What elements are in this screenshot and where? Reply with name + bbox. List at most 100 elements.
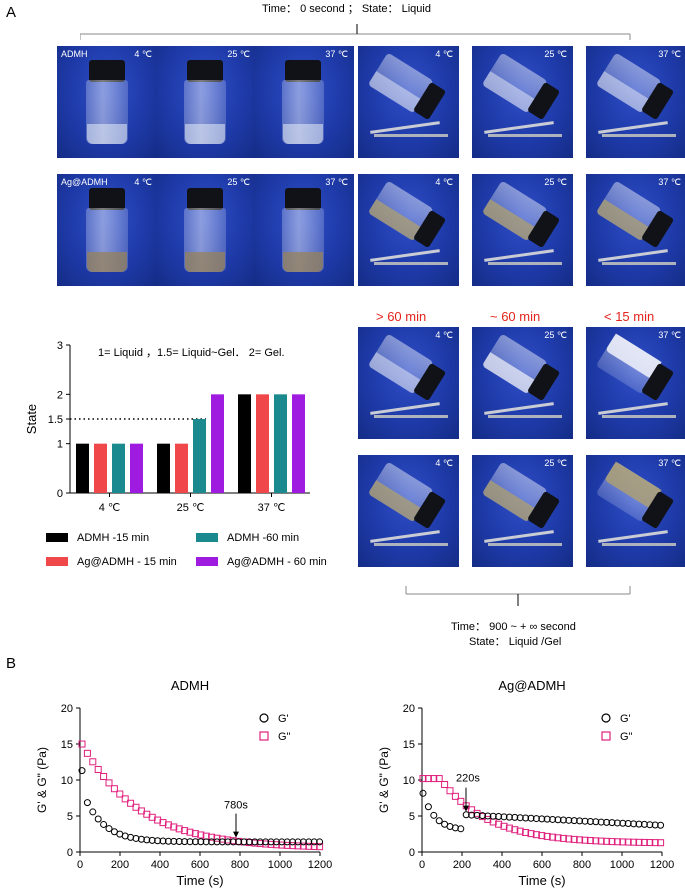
data-point [294, 838, 302, 846]
x-tick-label: 800 [573, 859, 591, 871]
data-point [132, 834, 140, 842]
photo-admh-4c: ADMH 4 ℃ [57, 46, 158, 158]
y-tick-label: 10 [61, 775, 73, 787]
data-point [159, 819, 167, 827]
data-point [586, 837, 594, 845]
x-tick-label: 1200 [650, 859, 674, 871]
x-axis-label: Time (s) [518, 873, 565, 888]
chart-annotation: 1= Liquid ，1.5= Liquid~Gel． 2= Gel. [98, 347, 285, 359]
data-point [511, 813, 519, 821]
bar [157, 443, 170, 493]
data-point [451, 792, 459, 800]
temp-label: 37 ℃ [325, 177, 348, 187]
data-point [532, 831, 540, 839]
data-point [619, 819, 627, 827]
data-point [235, 838, 243, 846]
legend-label: G" [620, 731, 633, 743]
data-point [457, 825, 465, 833]
data-point [581, 817, 589, 825]
x-tick-label: 1000 [610, 859, 634, 871]
data-point [619, 838, 627, 846]
data-point [527, 830, 535, 838]
temp-label: 25 ℃ [544, 177, 567, 187]
bar [238, 394, 251, 493]
data-point [251, 838, 259, 846]
data-point [181, 838, 189, 846]
x-tick-label: 4 ℃ [99, 502, 121, 514]
data-point [83, 749, 91, 757]
data-point [213, 838, 221, 846]
data-point [175, 825, 183, 833]
bar [76, 443, 89, 493]
data-point [424, 803, 432, 811]
y-tick-label: 5 [67, 811, 73, 823]
data-point [646, 821, 654, 829]
data-point [229, 838, 237, 846]
bottom-caption-line1: Time： 900 ~ + ∞ second [451, 621, 576, 633]
data-point [294, 842, 302, 850]
photo-admh-37c: 37 ℃ [253, 46, 354, 158]
data-point [554, 816, 562, 824]
time-label-37c: < 15 min [604, 309, 655, 324]
bar [112, 443, 125, 493]
data-point [651, 839, 659, 847]
temp-label: 37 ℃ [658, 49, 681, 59]
temp-label: 25 ℃ [544, 458, 567, 468]
photo-admh-late-25c: 25 ℃ [472, 327, 573, 439]
data-point [197, 838, 205, 846]
y-tick-label: 3 [57, 340, 63, 352]
data-point [624, 820, 632, 828]
legend-item: ADMH -60 min [196, 532, 299, 544]
bar [274, 394, 287, 493]
data-point [89, 758, 97, 766]
data-point [446, 787, 454, 795]
y-tick-label: 5 [409, 811, 415, 823]
data-point [532, 815, 540, 823]
data-point [305, 838, 313, 846]
data-point [538, 815, 546, 823]
arrow-head [233, 831, 239, 838]
data-point [624, 838, 632, 846]
legend-label: G' [278, 713, 289, 725]
y-tick-label: 20 [403, 703, 415, 715]
data-point [191, 830, 199, 838]
data-point [78, 767, 86, 775]
data-point [538, 832, 546, 840]
x-tick-label: 400 [493, 859, 511, 871]
data-point [132, 803, 140, 811]
bar [256, 394, 269, 493]
temp-label: 37 ℃ [658, 330, 681, 340]
data-point [489, 812, 497, 820]
data-point [565, 835, 573, 843]
data-point [511, 826, 519, 834]
legend-marker [601, 713, 611, 723]
legend-label: G' [620, 713, 631, 725]
data-point [305, 842, 313, 850]
data-point [565, 816, 573, 824]
data-point [543, 815, 551, 823]
photo-agadmh-tilt-4c: 4 ℃ [358, 174, 459, 286]
data-point [272, 841, 280, 849]
temp-label: 25 ℃ [544, 330, 567, 340]
data-point [468, 806, 476, 814]
photo-admh-tilt-4c: 4 ℃ [358, 46, 459, 158]
data-point [478, 812, 486, 820]
data-point [435, 775, 443, 783]
data-point [597, 818, 605, 826]
data-point [186, 838, 194, 846]
data-point [262, 838, 270, 846]
bar [175, 443, 188, 493]
temp-label: 25 ℃ [227, 49, 250, 59]
y-axis-label: G' & G" (Pa) [377, 747, 391, 813]
temp-label: 4 ℃ [134, 49, 152, 59]
bar [211, 394, 224, 493]
data-point [435, 817, 443, 825]
data-point [543, 832, 551, 840]
legend-swatch [46, 557, 68, 566]
data-point [191, 838, 199, 846]
x-tick-label: 1200 [308, 859, 332, 871]
data-point [224, 838, 232, 846]
photo-agadmh-tilt-37c: 37 ℃ [586, 174, 685, 286]
y-tick-label: 0 [57, 488, 63, 500]
